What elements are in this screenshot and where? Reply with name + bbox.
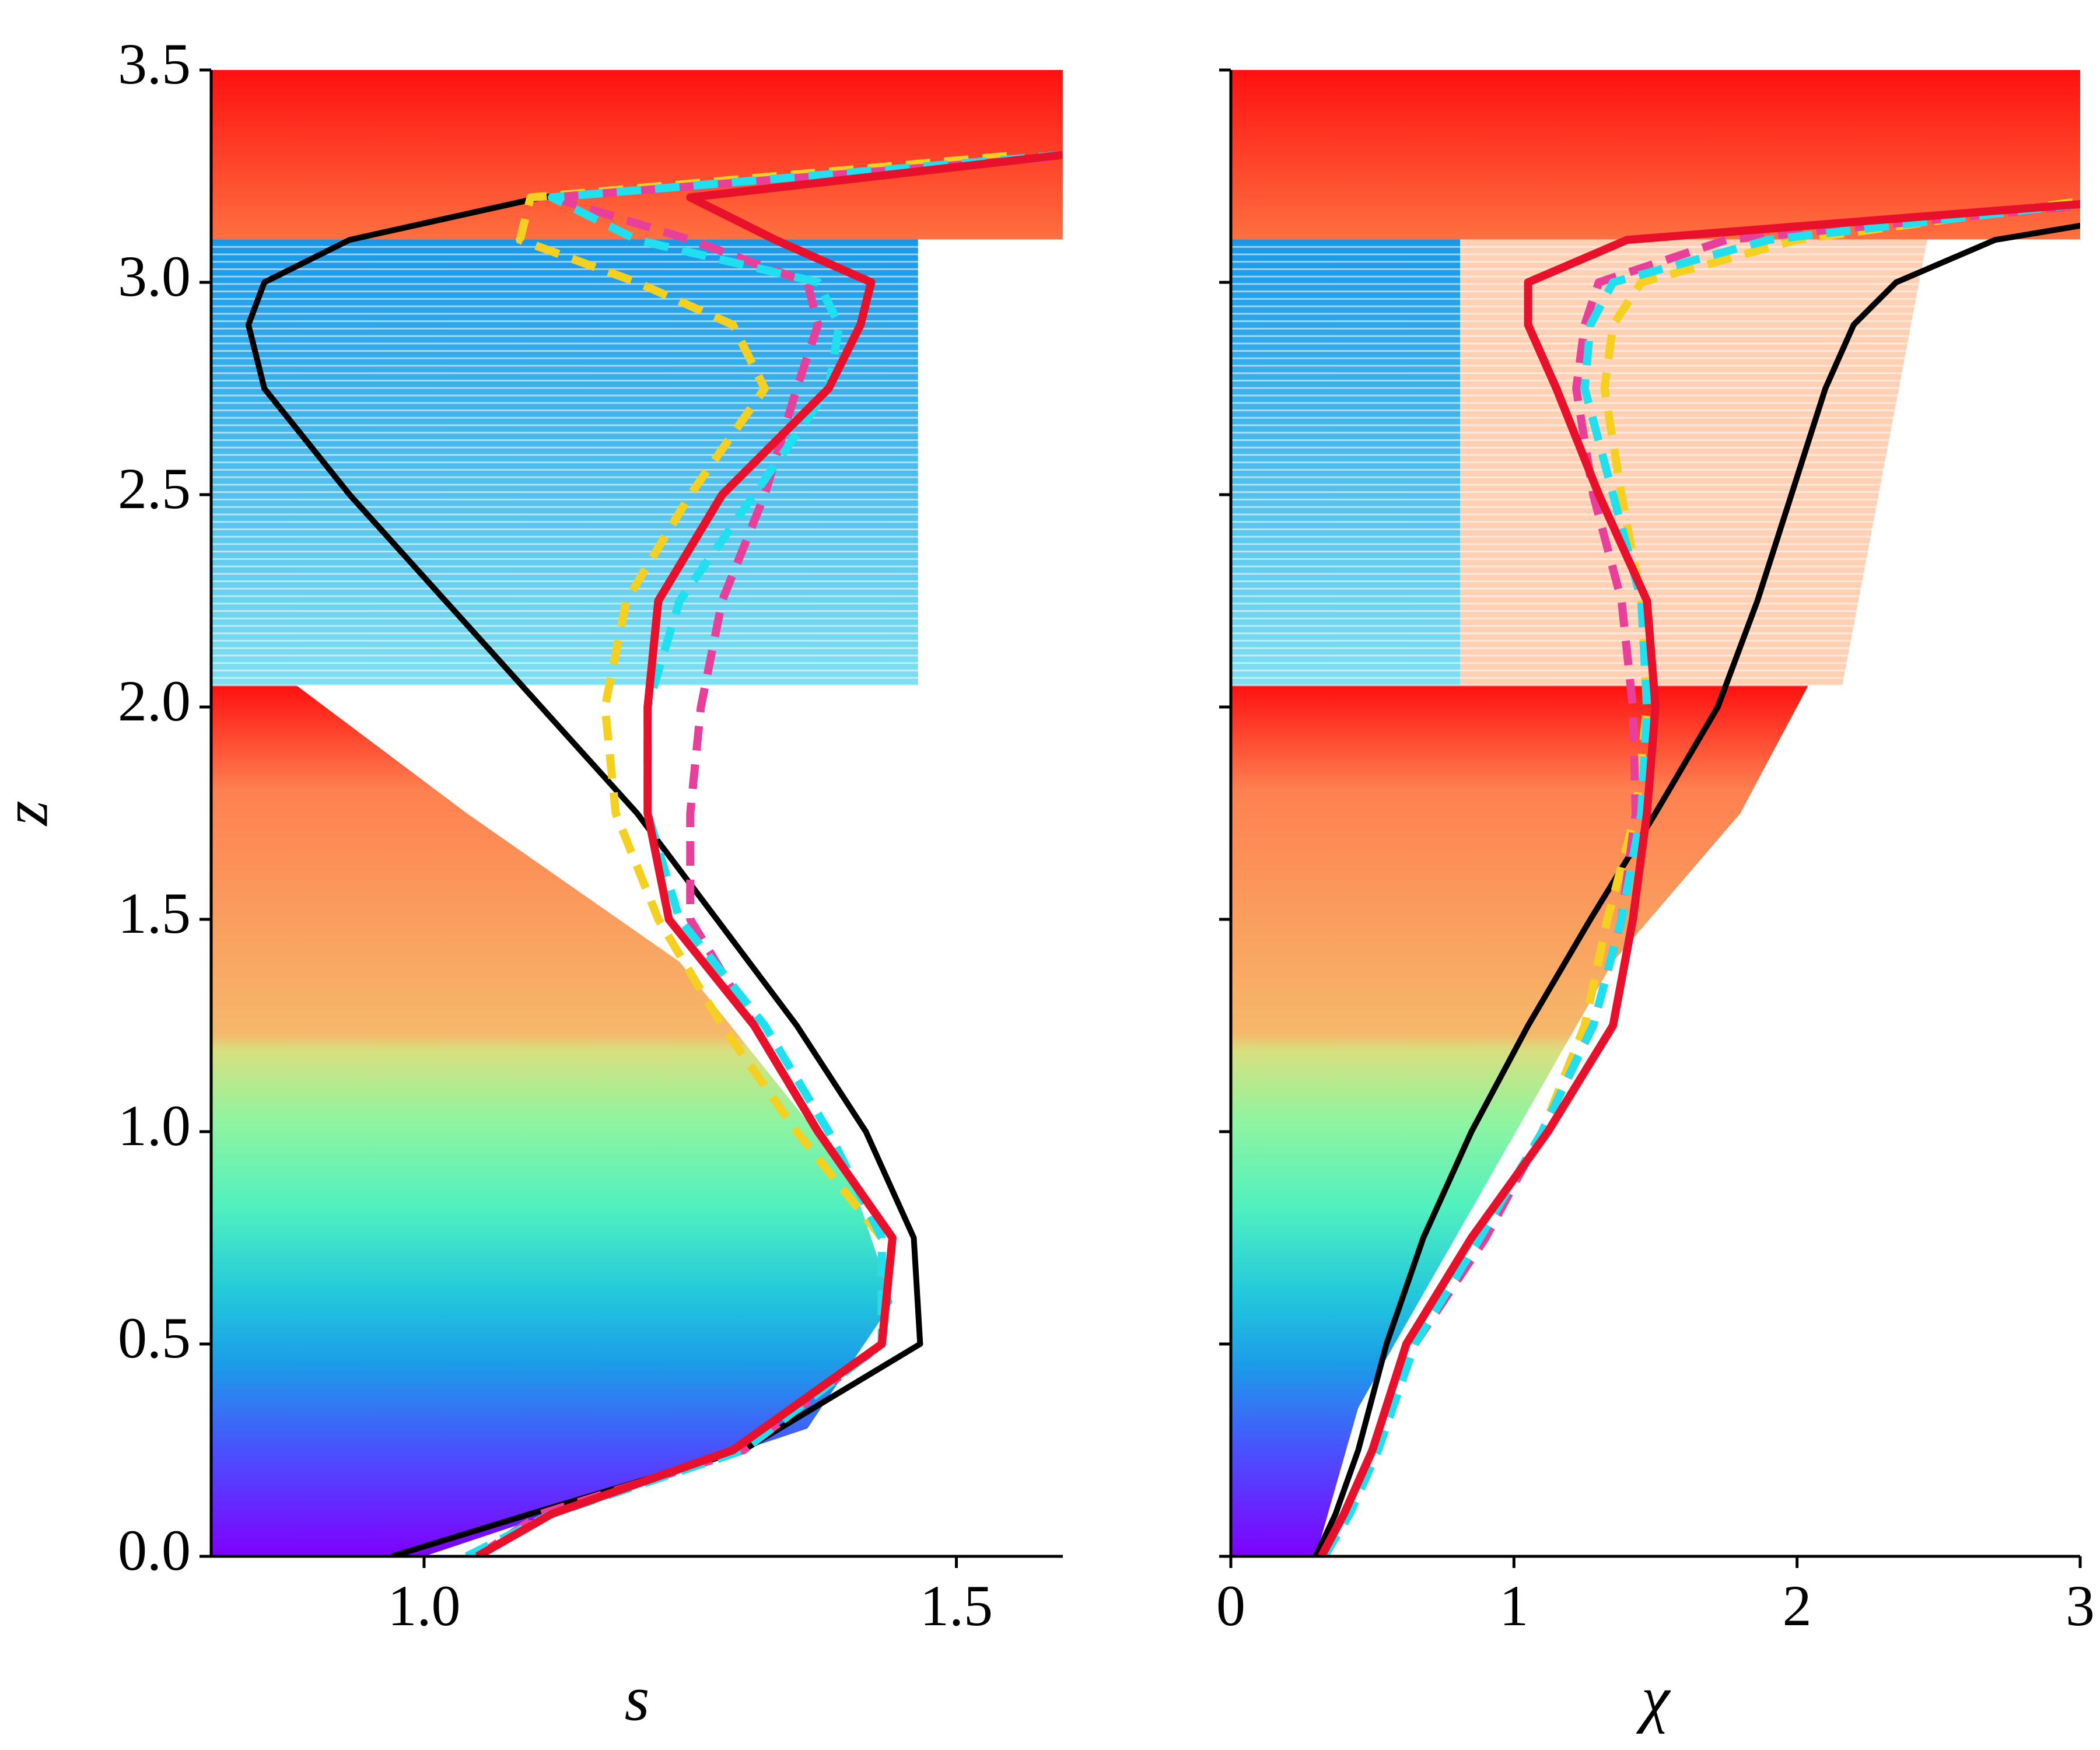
lines (245, 150, 1063, 1556)
x-tick-label: 1.0 (388, 1573, 461, 1638)
background (1231, 70, 2080, 1556)
x-axis-label: s (625, 1662, 650, 1734)
y-tick-label: 1.5 (118, 881, 191, 946)
panel: 0 1 2 3 χ (1216, 68, 2095, 1734)
y-tick-label: 3.0 (118, 244, 191, 309)
y-tick-label: 1.0 (118, 1093, 191, 1158)
series-line (1318, 200, 2080, 1556)
rainbow-fill (1231, 685, 1809, 1556)
x-tick-label: 2 (1783, 1573, 1812, 1638)
x-tick-label: 1.5 (920, 1573, 993, 1638)
top-band (211, 70, 1063, 240)
y-tick-label: 0.0 (118, 1518, 191, 1583)
y-tick-label: 3.5 (118, 32, 191, 96)
y-tick-label: 2.0 (118, 668, 191, 733)
background (211, 70, 1063, 1556)
series-line (1321, 200, 2080, 1556)
panel: 1.0 1.5 0.0 0.5 1.0 1.5 2.0 2.5 3.0 3.5 s z (0, 32, 1063, 1734)
x-tick-label: 3 (2066, 1573, 2095, 1638)
x-tick-label: 1 (1499, 1573, 1528, 1638)
series-line (245, 152, 1063, 1556)
x-axis-label: χ (1636, 1662, 1671, 1734)
rainbow-fill (211, 685, 892, 1556)
series-line (475, 150, 1063, 1556)
series-line (1313, 222, 2080, 1556)
y-axis-label: z (0, 801, 61, 827)
x-tick-label: 0 (1216, 1573, 1245, 1638)
y-tick-label: 0.5 (118, 1306, 191, 1370)
lines (1313, 197, 2080, 1556)
y-tick-label: 2.5 (118, 456, 191, 521)
